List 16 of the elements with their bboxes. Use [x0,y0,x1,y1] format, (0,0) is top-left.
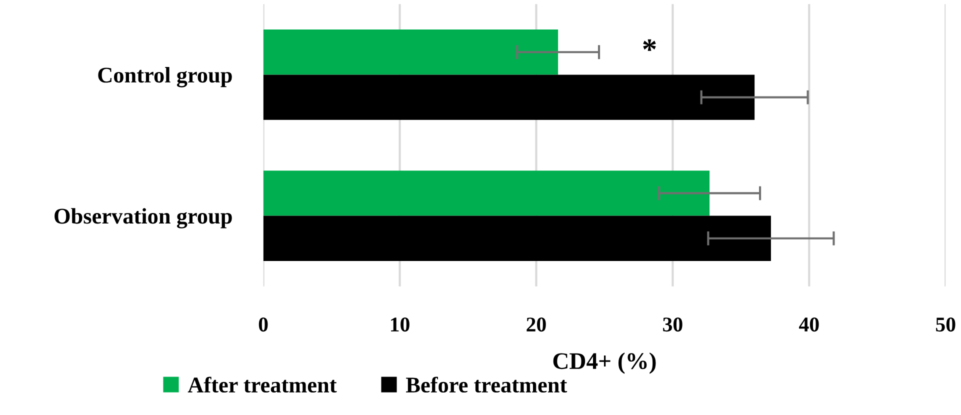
legend-label: After treatment [188,376,337,393]
x-tick-label: 50 [936,318,956,332]
bar [263,170,710,216]
x-axis-title: CD4+ (%) [553,352,656,374]
bar [263,30,558,75]
x-tick-label: 40 [799,318,819,332]
legend-label: Before treatment [406,376,568,393]
bar [263,74,755,120]
x-tick-label: 30 [663,318,682,332]
x-tick-label: 0 [258,318,268,332]
y-tick-label: Control group [98,66,232,88]
x-tick-label: 20 [526,318,546,332]
y-tick-label: Observation group [54,208,232,228]
bar [263,216,771,261]
annotation: * [643,39,656,51]
x-tick-label: 10 [391,318,410,332]
